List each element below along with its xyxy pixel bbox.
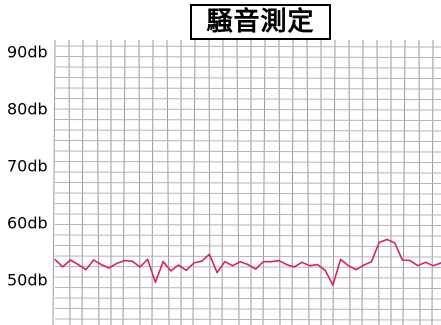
grid-line-horizontal — [54, 56, 441, 58]
data-point — [332, 284, 334, 286]
data-point — [85, 269, 87, 271]
grid-line-horizontal — [54, 140, 441, 142]
grid-line-horizontal — [54, 192, 441, 195]
grid-line-vertical — [361, 39, 364, 325]
data-point — [162, 261, 164, 263]
grid-line-vertical — [262, 39, 266, 325]
grid-line-horizontal — [54, 287, 441, 289]
grid-line-horizontal — [54, 234, 441, 237]
grid — [52, 39, 441, 325]
data-point — [378, 241, 380, 244]
data-point — [309, 265, 311, 267]
grid-line-horizontal — [54, 255, 441, 258]
grid-line-horizontal — [54, 213, 441, 216]
data-point — [278, 259, 280, 262]
data-point — [316, 263, 319, 266]
data-point — [92, 259, 95, 261]
chart-title: 騒音測定 — [190, 4, 331, 40]
data-point — [417, 265, 419, 267]
grid-line-vertical — [431, 39, 434, 325]
data-point — [139, 266, 141, 268]
data-point — [262, 261, 265, 263]
data-point — [409, 259, 411, 262]
y-tick-label: 50db — [7, 270, 48, 289]
data-point — [62, 266, 64, 268]
data-point — [146, 258, 149, 261]
data-point — [123, 259, 126, 262]
grid-line-vertical — [52, 39, 56, 325]
grid-line-horizontal — [54, 308, 441, 310]
grid-line-horizontal — [54, 108, 441, 111]
grid-line-vertical — [418, 39, 421, 325]
data-point — [177, 264, 180, 266]
data-point — [293, 266, 295, 268]
grid-line-vertical — [348, 39, 351, 325]
grid-line-horizontal — [54, 98, 441, 100]
grid-line-horizontal — [54, 77, 441, 79]
data-point — [100, 263, 103, 266]
data-point — [424, 261, 427, 263]
grid-line-vertical — [291, 39, 294, 325]
y-axis: 90db 80db 70db 60db 50db — [7, 42, 48, 289]
data-point — [247, 263, 249, 266]
y-tick-label: 60db — [7, 213, 48, 232]
data-point — [432, 265, 434, 267]
data-point — [239, 261, 241, 263]
data-point — [201, 260, 203, 262]
data-point — [193, 262, 195, 264]
data-point — [77, 263, 79, 266]
y-tick-label: 80db — [7, 99, 48, 118]
data-point — [301, 261, 303, 263]
data-point — [69, 259, 72, 261]
data-point — [185, 269, 187, 271]
data-point — [339, 258, 342, 261]
data-point — [370, 261, 373, 263]
data-point — [131, 260, 133, 262]
grid-line-horizontal — [54, 297, 441, 300]
grid-line-horizontal — [54, 119, 441, 121]
grid-line-horizontal — [54, 161, 441, 163]
grid-line-horizontal — [54, 224, 441, 226]
grid-line-horizontal — [54, 318, 441, 321]
data-point — [108, 267, 110, 269]
grid-line-horizontal — [54, 171, 441, 174]
data-point — [347, 265, 350, 267]
data-point — [386, 238, 388, 241]
grid-line-vertical — [306, 39, 310, 325]
data-point — [270, 261, 272, 263]
data-point — [324, 269, 326, 271]
data-point — [216, 271, 218, 274]
grid-line-horizontal — [54, 66, 441, 69]
data-point — [363, 264, 365, 266]
data-point — [255, 268, 257, 270]
grid-line-vertical — [402, 39, 406, 325]
grid-line-horizontal — [54, 276, 441, 279]
grid-line-horizontal — [54, 266, 441, 268]
data-point — [154, 281, 157, 283]
data-point — [394, 242, 396, 244]
grid-line-horizontal — [54, 182, 441, 184]
data-point — [355, 269, 357, 271]
data-point — [170, 270, 172, 272]
data-point — [116, 262, 118, 265]
y-tick-label: 70db — [7, 156, 48, 175]
data-point — [224, 261, 226, 263]
data-point — [54, 258, 56, 261]
y-tick-label: 90db — [7, 42, 48, 61]
grid-line-horizontal — [54, 245, 441, 247]
series-layer — [54, 238, 441, 286]
grid-line-vertical — [278, 39, 281, 325]
data-point — [285, 263, 288, 266]
grid-line-horizontal — [54, 87, 441, 90]
grid-line-vertical — [376, 39, 380, 325]
grid-line-horizontal — [54, 150, 441, 153]
grid-line-horizontal — [54, 45, 441, 48]
data-point — [401, 259, 404, 261]
data-point — [208, 253, 211, 255]
data-point — [231, 265, 234, 267]
grid-line-horizontal — [54, 203, 441, 205]
grid-line-horizontal — [54, 129, 441, 132]
